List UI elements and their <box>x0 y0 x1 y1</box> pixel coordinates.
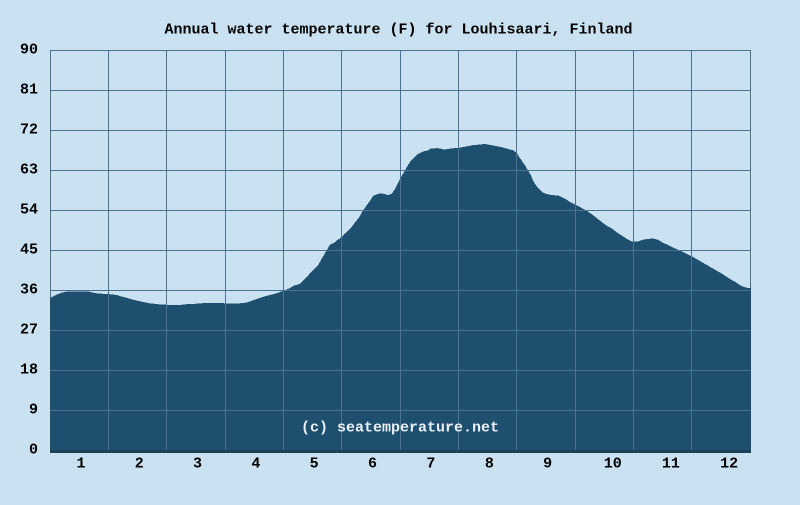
svg-text:36: 36 <box>20 281 38 298</box>
svg-text:4: 4 <box>251 455 260 472</box>
svg-text:8: 8 <box>485 455 494 472</box>
svg-text:45: 45 <box>20 241 38 258</box>
svg-text:10: 10 <box>604 455 622 472</box>
svg-text:18: 18 <box>20 361 38 378</box>
svg-text:27: 27 <box>20 321 38 338</box>
svg-text:1: 1 <box>76 455 85 472</box>
svg-text:0: 0 <box>29 441 38 458</box>
svg-text:9: 9 <box>29 401 38 418</box>
svg-text:3: 3 <box>193 455 202 472</box>
svg-text:54: 54 <box>20 201 38 218</box>
svg-text:90: 90 <box>20 41 38 58</box>
svg-text:81: 81 <box>20 81 38 98</box>
svg-text:6: 6 <box>368 455 377 472</box>
svg-text:7: 7 <box>426 455 435 472</box>
svg-text:2: 2 <box>135 455 144 472</box>
svg-text:9: 9 <box>543 455 552 472</box>
svg-text:63: 63 <box>20 161 38 178</box>
svg-text:11: 11 <box>662 455 680 472</box>
svg-text:Annual water temperature (F) f: Annual water temperature (F) for Louhisa… <box>164 22 632 39</box>
svg-text:72: 72 <box>20 121 38 138</box>
svg-text:5: 5 <box>310 455 319 472</box>
svg-text:(c) seatemperature.net: (c) seatemperature.net <box>301 420 499 437</box>
svg-text:12: 12 <box>720 455 738 472</box>
